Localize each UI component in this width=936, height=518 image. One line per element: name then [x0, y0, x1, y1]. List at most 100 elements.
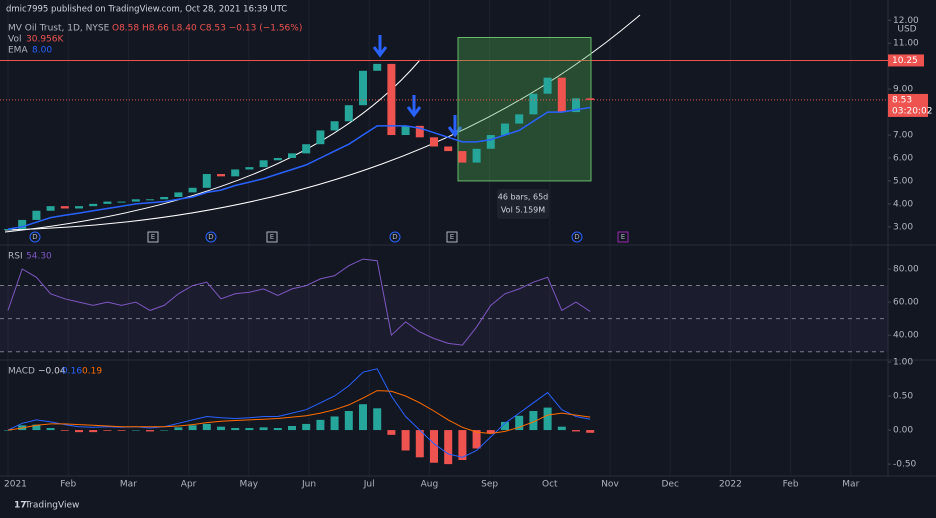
histogram-bar	[146, 430, 154, 432]
candle	[245, 167, 254, 170]
y-tick-label: 9.00	[893, 85, 913, 95]
candle	[359, 70, 367, 106]
histogram-bar	[89, 430, 98, 433]
countdown: 03:20:02	[892, 106, 932, 116]
x-tick-label: May	[239, 480, 258, 490]
candle	[316, 130, 325, 145]
range-volume: Vol 5.159M	[501, 205, 545, 214]
line	[7, 258, 591, 346]
last-price-bg	[888, 93, 928, 117]
histogram-bar	[231, 428, 240, 431]
histogram-bar	[501, 421, 509, 431]
candle	[458, 151, 467, 163]
rsi-last: 54.30	[26, 252, 52, 262]
candle	[46, 206, 55, 211]
y-tick-label: 0.00	[893, 426, 913, 436]
x-tick-label: Nov	[601, 480, 619, 490]
histogram-bar	[131, 430, 140, 431]
histogram-bar	[288, 425, 296, 431]
histogram-bar	[515, 415, 524, 431]
histogram-bar	[117, 430, 126, 431]
marker: E	[450, 233, 454, 241]
histogram-bar	[46, 428, 55, 431]
histogram-bar	[259, 427, 268, 431]
candle	[344, 105, 353, 122]
candle	[373, 63, 382, 71]
histogram-bar	[60, 430, 69, 431]
candle	[75, 206, 83, 209]
candle	[60, 206, 69, 209]
histogram-bar	[4, 430, 12, 431]
y-tick-label: 4.00	[893, 199, 913, 209]
y-tick-label: 1.00	[893, 358, 913, 368]
macd-hist: −0.04	[38, 367, 66, 377]
marker: D	[32, 233, 37, 241]
candle	[288, 153, 296, 158]
candle	[89, 203, 98, 207]
histogram-bar	[302, 423, 311, 431]
y-tick-label: 40.00	[893, 331, 919, 341]
histogram-bar	[217, 426, 225, 431]
y-tick-label: 0.50	[893, 392, 913, 402]
marker: D	[208, 233, 213, 241]
level-label: 10.25	[892, 56, 918, 66]
candle	[501, 123, 509, 136]
x-tick-label: Sep	[481, 480, 498, 490]
histogram-bar	[458, 430, 467, 461]
x-tick-label: Aug	[421, 480, 439, 490]
candle	[472, 148, 481, 163]
ohlc: O8.58 H8.66 L8.40 C8.53 −0.13 (−1.56%)	[112, 24, 302, 34]
histogram-bar	[373, 408, 382, 431]
x-tick-label: Mar	[120, 480, 137, 490]
currency: USD	[897, 25, 916, 35]
histogram-bar	[75, 430, 83, 433]
last-price: 8.53	[892, 95, 912, 105]
arrow	[447, 115, 463, 138]
candle	[387, 63, 396, 136]
candle	[586, 98, 595, 100]
candle	[415, 125, 424, 138]
x-tick-label: Feb	[783, 480, 799, 490]
candle	[202, 174, 211, 188]
marker: D	[574, 233, 579, 241]
candle	[330, 121, 339, 131]
marker-bg	[617, 231, 629, 243]
histogram-bar	[344, 411, 353, 431]
range-info-bg	[497, 188, 549, 219]
level-label-bg	[888, 54, 924, 67]
candle	[572, 98, 580, 113]
arc	[4, 59, 421, 233]
vol-label: Vol	[8, 35, 21, 45]
histogram-bar	[430, 430, 438, 463]
histogram-bar	[359, 404, 367, 431]
y-tick-label: 80.00	[893, 265, 919, 275]
marker: E	[621, 233, 625, 241]
published: dmic7995 published on TradingView.com, O…	[6, 5, 287, 15]
y-tick-label: 6.00	[893, 153, 913, 163]
histogram-bar	[103, 430, 112, 431]
macd-last: 0.16	[62, 367, 82, 377]
y-tick-label: 11.00	[893, 39, 919, 49]
line	[7, 368, 591, 458]
histogram-bar	[32, 424, 41, 431]
vol-value: 30.956K	[26, 35, 64, 45]
x-tick-label: Mar	[842, 480, 859, 490]
candle	[529, 93, 538, 115]
histogram-bar	[316, 419, 325, 431]
histogram-bar	[401, 430, 410, 451]
histogram-bar	[529, 411, 538, 431]
y-tick-label: 3.00	[893, 222, 913, 232]
ema-value: 8.00	[32, 46, 52, 56]
histogram-bar	[273, 428, 282, 431]
candle	[18, 219, 27, 230]
arc	[4, 14, 641, 231]
histogram-bar	[387, 430, 396, 435]
line	[7, 106, 591, 230]
candle	[188, 187, 197, 193]
candle	[273, 157, 282, 161]
candle	[515, 114, 524, 124]
candle	[174, 192, 183, 197]
candle	[217, 174, 225, 177]
line	[7, 390, 591, 435]
